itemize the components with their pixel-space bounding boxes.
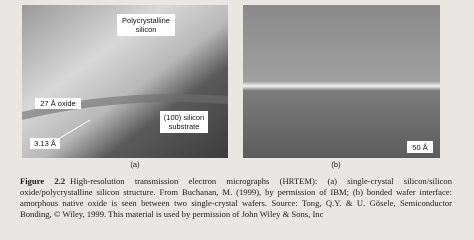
panel-a: Polycrystalline silicon 27 Å oxide (100) …: [22, 5, 228, 169]
label-box: [30, 138, 60, 149]
label-box: [407, 141, 433, 153]
label: (100) silicon substrate: [164, 113, 204, 131]
scale-label: 50 Å: [412, 143, 427, 152]
label: 27 Å oxide: [40, 99, 75, 108]
page: Polycrystalline silicon 27 Å oxide (100) …: [20, 5, 453, 220]
caption: Figure 2.2 High-resolution transmission e…: [20, 176, 452, 220]
caption-label: Figure 2.2: [20, 176, 66, 186]
micrograph-b: [243, 5, 440, 158]
panel-b: 50 Å (b): [243, 5, 440, 169]
panel-tag: (b): [331, 160, 341, 169]
label-box: [160, 111, 208, 133]
oxide-band: [22, 94, 228, 120]
label: Polycrystalline silicon: [122, 16, 170, 34]
caption-text: High-resolution transmission electron mi…: [20, 176, 453, 219]
label: 3.13 Å: [34, 139, 56, 148]
label-box: [117, 14, 175, 36]
figure: Polycrystalline silicon 27 Å oxide (100) …: [22, 5, 440, 169]
label-box: [35, 98, 81, 109]
panel-tag: (a): [130, 160, 140, 169]
pointer: [59, 119, 91, 139]
